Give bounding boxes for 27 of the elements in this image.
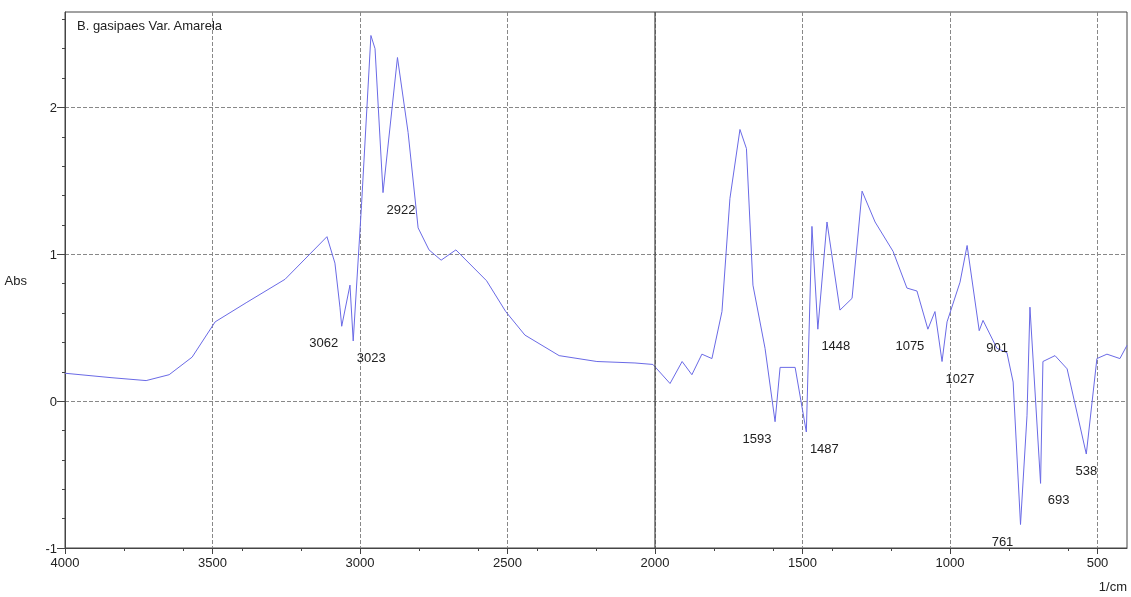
y-tick-label: 1 [49, 246, 57, 262]
annotation: 693 [1047, 492, 1070, 508]
y-axis-title: Abs [4, 272, 28, 288]
x-axis-title: 1/cm [1098, 579, 1127, 594]
x-tick-label: 4000 [50, 555, 80, 570]
x-tick-label: 2500 [493, 555, 522, 570]
annotation: 1448 [821, 338, 851, 354]
text: B. gasipaes Var. Amarela [77, 18, 223, 33]
x-tick-label: 500 [1086, 555, 1109, 570]
annotation: 1075 [895, 338, 925, 354]
annotation: 761 [991, 533, 1014, 549]
x-tick-label: 3500 [198, 555, 227, 570]
y-tick-label: 2 [49, 99, 57, 115]
annotation: 3023 [356, 349, 386, 365]
y-tick-label: 0 [49, 393, 57, 409]
annotation: 901 [986, 339, 1009, 355]
x-tick-label: 1500 [788, 555, 817, 570]
annotation: 538 [1075, 463, 1098, 479]
x-tick-label: 2000 [640, 555, 670, 570]
annotation: 3062 [309, 335, 339, 351]
x-tick-label: 3000 [345, 555, 375, 570]
annotation: 2922 [386, 201, 416, 217]
annotation: 1027 [945, 370, 975, 386]
y-tick-label: -1 [45, 540, 57, 556]
annotation: 1593 [742, 430, 772, 446]
annotation: 1487 [809, 440, 839, 456]
x-tick-label: 1000 [935, 555, 965, 570]
